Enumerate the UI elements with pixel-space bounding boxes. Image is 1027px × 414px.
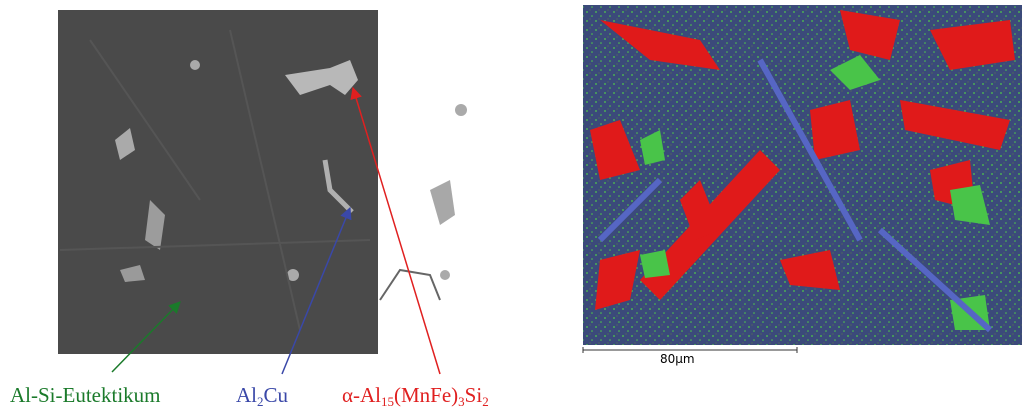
label-sub: 15 (381, 394, 394, 409)
label-sub: 2 (482, 394, 489, 409)
label-text: Cu (264, 383, 289, 407)
label-text: Al-Si-Eutektikum (10, 383, 161, 407)
figure-graphics (0, 0, 1027, 414)
scale-label: 80µm (660, 352, 695, 366)
eds-map (583, 5, 1022, 345)
label-alpha: α-Al15(MnFe)3Si2 (342, 383, 489, 410)
label-text: Si (465, 383, 483, 407)
label-text: Al (236, 383, 257, 407)
label-al2cu: Al2Cu (236, 383, 288, 410)
figure: Al-Si-Eutektikum Al2Cu α-Al15(MnFe)3Si2 … (0, 0, 1027, 414)
label-text: α-Al (342, 383, 381, 407)
sem-image (58, 10, 467, 354)
label-eutectic: Al-Si-Eutektikum (10, 383, 161, 408)
label-text: (MnFe) (394, 383, 458, 407)
